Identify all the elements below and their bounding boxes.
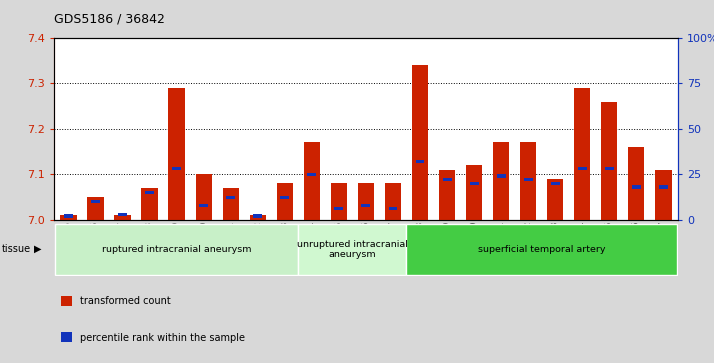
- Text: ▶: ▶: [34, 244, 42, 254]
- Bar: [331, 183, 347, 220]
- Text: superficial temporal artery: superficial temporal artery: [478, 245, 605, 254]
- Bar: [439, 170, 455, 220]
- Bar: [277, 183, 293, 220]
- Bar: [574, 88, 590, 220]
- Bar: [250, 215, 266, 220]
- Bar: [169, 88, 185, 220]
- Text: percentile rank within the sample: percentile rank within the sample: [80, 333, 245, 343]
- Text: GDS5186 / 36842: GDS5186 / 36842: [54, 13, 164, 26]
- Bar: [303, 142, 320, 220]
- Bar: [334, 207, 343, 210]
- Bar: [55, 224, 298, 275]
- Text: unruptured intracranial
aneurysm: unruptured intracranial aneurysm: [297, 240, 408, 259]
- Bar: [172, 167, 181, 170]
- Bar: [520, 142, 536, 220]
- Bar: [497, 175, 506, 178]
- Bar: [361, 204, 371, 207]
- Text: transformed count: transformed count: [80, 296, 171, 306]
- Bar: [60, 215, 76, 220]
- Bar: [199, 204, 208, 207]
- Bar: [64, 215, 73, 217]
- Bar: [547, 179, 563, 220]
- Bar: [466, 165, 482, 220]
- Bar: [145, 191, 154, 194]
- Bar: [253, 215, 262, 217]
- Bar: [223, 188, 238, 220]
- Bar: [388, 207, 398, 210]
- Bar: [493, 142, 509, 220]
- Bar: [281, 196, 289, 199]
- Bar: [298, 224, 406, 275]
- Bar: [114, 215, 131, 220]
- Bar: [655, 170, 672, 220]
- Bar: [118, 213, 127, 216]
- Bar: [406, 224, 677, 275]
- Bar: [412, 65, 428, 220]
- Bar: [307, 173, 316, 176]
- Bar: [226, 196, 235, 199]
- Bar: [601, 102, 618, 220]
- Bar: [470, 182, 478, 185]
- Bar: [87, 197, 104, 220]
- Bar: [196, 174, 212, 220]
- Text: tissue: tissue: [1, 244, 31, 254]
- Bar: [659, 185, 668, 188]
- Bar: [91, 200, 100, 203]
- Bar: [141, 188, 158, 220]
- Bar: [550, 182, 560, 185]
- Bar: [358, 183, 374, 220]
- Bar: [416, 160, 425, 163]
- Bar: [443, 178, 451, 181]
- Text: ruptured intracranial aneurysm: ruptured intracranial aneurysm: [102, 245, 251, 254]
- Bar: [578, 167, 587, 170]
- Bar: [632, 185, 641, 188]
- Bar: [628, 147, 645, 220]
- Bar: [385, 183, 401, 220]
- Bar: [524, 178, 533, 181]
- Bar: [605, 167, 614, 170]
